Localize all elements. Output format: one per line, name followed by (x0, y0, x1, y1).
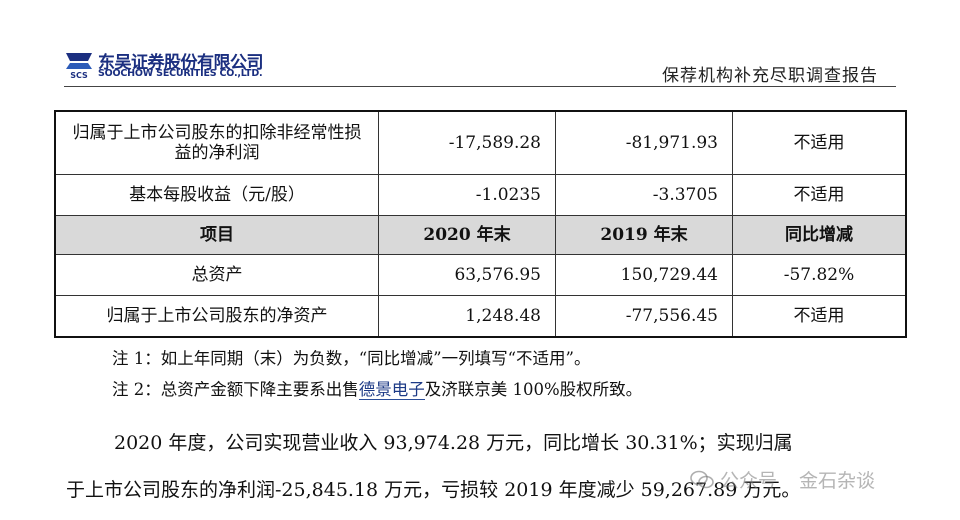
company-name-en: SOOCHOW SECURITIES CO.,LTD. (98, 68, 263, 79)
yoy-change: -57.82% (732, 254, 907, 296)
header-divider (64, 86, 896, 87)
watermark-label: 公众号 (720, 470, 778, 492)
financial-table: 归属于上市公司股东的扣除非经常性损益的净利润 -17,589.28 -81,97… (54, 110, 907, 338)
header-2019: 2019 年末 (555, 215, 733, 255)
value-2019: -81,971.93 (555, 110, 733, 175)
value-2020: 63,576.95 (378, 254, 556, 296)
wechat-icon (690, 470, 714, 489)
note-2-prefix: 注 2：总资产金额下降主要系出售 (112, 380, 359, 399)
row-label: 归属于上市公司股东的净资产 (54, 295, 379, 338)
row-label: 总资产 (54, 254, 379, 296)
value-2019: -77,556.45 (555, 295, 733, 338)
body-paragraph-line-2: 于上市公司股东的净利润-25,845.18 万元，亏损较 2019 年度减少 5… (66, 479, 801, 501)
value-2019: 150,729.44 (555, 254, 733, 296)
note-1: 注 1：如上年同期（末）为负数，“同比增减”一列填写“不适用”。 (112, 349, 591, 368)
row-label: 基本每股收益（元/股） (54, 174, 379, 216)
table-row: 归属于上市公司股东的净资产 1,248.48 -77,556.45 不适用 (54, 295, 907, 338)
watermark-account: 金石杂谈 (799, 470, 876, 492)
table-notes: 注 1：如上年同期（末）为负数，“同比增减”一列填写“不适用”。 注 2：总资产… (112, 343, 642, 405)
value-2020: -17,589.28 (378, 110, 556, 175)
company-logo: SCS 东吴证券股份有限公司 SOOCHOW SECURITIES CO.,LT… (64, 47, 264, 83)
value-2019: -3.3705 (555, 174, 733, 216)
value-2020: -1.0235 (378, 174, 556, 216)
company-logo-icon: SCS (66, 53, 92, 79)
table-row: 总资产 63,576.95 150,729.44 -57.82% (54, 254, 907, 296)
yoy-change: 不适用 (732, 174, 907, 216)
yoy-change: 不适用 (732, 110, 907, 175)
note-2-suffix: 及济联京美 100%股权所致。 (424, 380, 643, 399)
watermark: 公众号 金石杂谈 (690, 466, 875, 493)
report-title: 保荐机构补充尽职调查报告 (662, 66, 878, 86)
value-2020: 1,248.48 (378, 295, 556, 338)
row-label: 归属于上市公司股东的扣除非经常性损益的净利润 (54, 110, 379, 175)
table-header-row: 项目 2020 年末 2019 年末 同比增减 (54, 215, 907, 255)
header-item: 项目 (54, 215, 379, 255)
header-yoy: 同比增减 (732, 215, 907, 255)
body-paragraph-line-1: 2020 年度，公司实现营业收入 93,974.28 万元，同比增长 30.31… (114, 432, 793, 454)
table-row: 归属于上市公司股东的扣除非经常性损益的净利润 -17,589.28 -81,97… (54, 110, 907, 175)
yoy-change: 不适用 (732, 295, 907, 338)
note-2: 注 2：总资产金额下降主要系出售德景电子及济联京美 100%股权所致。 (112, 374, 642, 405)
note-2-link[interactable]: 德景电子 (358, 380, 425, 400)
company-name-cn: 东吴证券股份有限公司 (98, 53, 264, 73)
table-row: 基本每股收益（元/股） -1.0235 -3.3705 不适用 (54, 174, 907, 216)
header-2020: 2020 年末 (378, 215, 556, 255)
logo-mark-text: SCS (70, 71, 88, 79)
